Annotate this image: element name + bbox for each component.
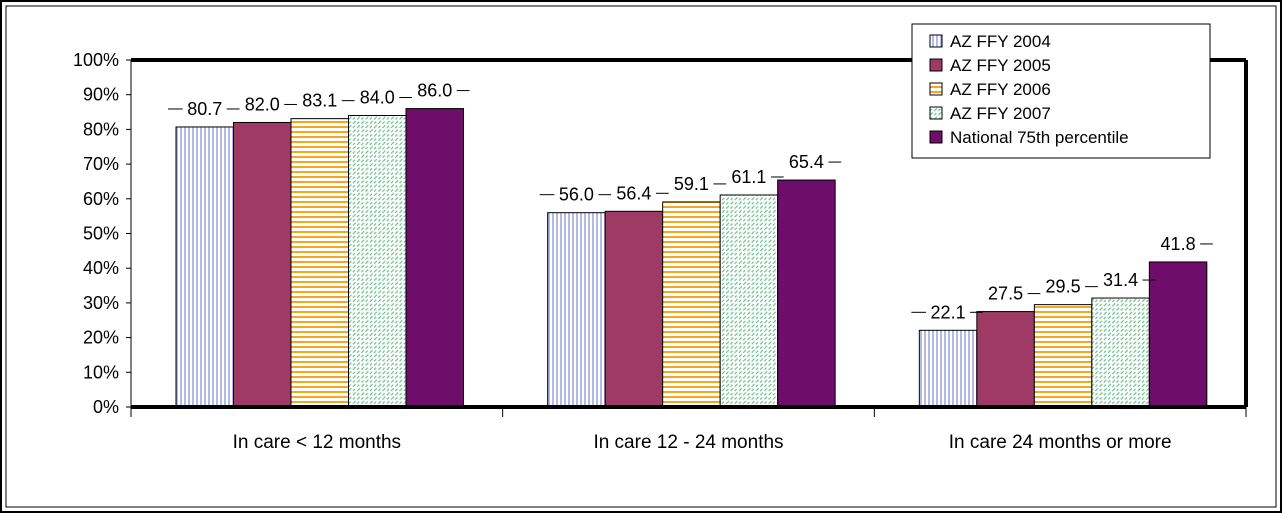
data-label: 56.4: [616, 183, 651, 203]
x-category-label: In care 12 - 24 months: [593, 432, 783, 453]
bar: [348, 115, 407, 408]
bar: [719, 194, 779, 408]
legend-entry-label: AZ FFY 2005: [950, 56, 1051, 75]
legend-entry-label: AZ FFY 2007: [950, 104, 1051, 123]
legend-box: [911, 23, 1211, 159]
data-label: 86.0: [417, 81, 452, 101]
x-category-label: In care < 12 months: [233, 432, 401, 453]
bar: [662, 201, 721, 408]
y-tick-label: 0%: [93, 397, 119, 417]
data-label: 31.4: [1103, 270, 1138, 290]
x-axis: In care < 12 months In care 12 - 24 month…: [130, 405, 1247, 453]
bar: [777, 179, 836, 408]
legend-swatch: [929, 34, 943, 48]
y-tick-label: 10%: [83, 362, 119, 382]
bars-layer: [175, 108, 1208, 408]
bar: [547, 212, 606, 408]
bar: [976, 311, 1035, 408]
y-tick-label: 40%: [83, 258, 119, 278]
y-axis: 0% 10% 20% 30% 40% 50% 60% 70% 80% 90% 100%: [73, 50, 131, 417]
data-label: 59.1: [674, 174, 709, 194]
data-label: 65.4: [789, 152, 824, 172]
legend-swatch: [929, 106, 943, 120]
legend-entry-label: AZ FFY 2004: [950, 32, 1051, 51]
y-tick-label: 100%: [73, 50, 119, 70]
bar: [175, 126, 234, 408]
data-label: 27.5: [988, 284, 1023, 304]
legend: AZ FFY 2004 AZ FFY 2005 AZ FFY 2006 AZ FFY …: [911, 23, 1211, 159]
inner-frame: [5, 5, 1277, 508]
data-labels-layer: 80.7 82.0 83.1 84.0 86.0 56.0 56.4 59.1 61.1 65.4…: [168, 81, 1213, 322]
bar: [1091, 297, 1150, 408]
data-label: 80.7: [187, 99, 222, 119]
y-tick-label: 20%: [83, 328, 119, 348]
data-label: 22.1: [931, 302, 966, 322]
legend-entry-label: AZ FFY 2006: [950, 80, 1051, 99]
data-label: 56.0: [559, 185, 594, 205]
y-tick-label: 60%: [83, 189, 119, 209]
y-tick-label: 50%: [83, 224, 119, 244]
y-tick-label: 90%: [83, 85, 119, 105]
data-label: 41.8: [1161, 234, 1196, 254]
y-tick-label: 30%: [83, 293, 119, 313]
y-tick-label: 80%: [83, 119, 119, 139]
data-label: 29.5: [1046, 277, 1081, 297]
bar: [1148, 261, 1208, 408]
bar: [1033, 304, 1093, 408]
bar: [604, 210, 664, 408]
y-tick-label: 70%: [83, 154, 119, 174]
legend-swatch: [929, 58, 943, 72]
legend-entry-label: National 75th percentile: [950, 128, 1129, 147]
bar: [918, 329, 978, 408]
bar: [290, 118, 349, 408]
data-label: 84.0: [360, 88, 395, 108]
data-label: 82.0: [245, 94, 280, 114]
data-label: 83.1: [302, 91, 337, 111]
legend-swatch: [929, 82, 943, 96]
bar: [233, 121, 292, 408]
bar: [405, 108, 464, 408]
legend-swatch: [929, 130, 943, 144]
x-category-label: In care 24 months or more: [949, 432, 1172, 453]
data-label: 61.1: [731, 167, 766, 187]
